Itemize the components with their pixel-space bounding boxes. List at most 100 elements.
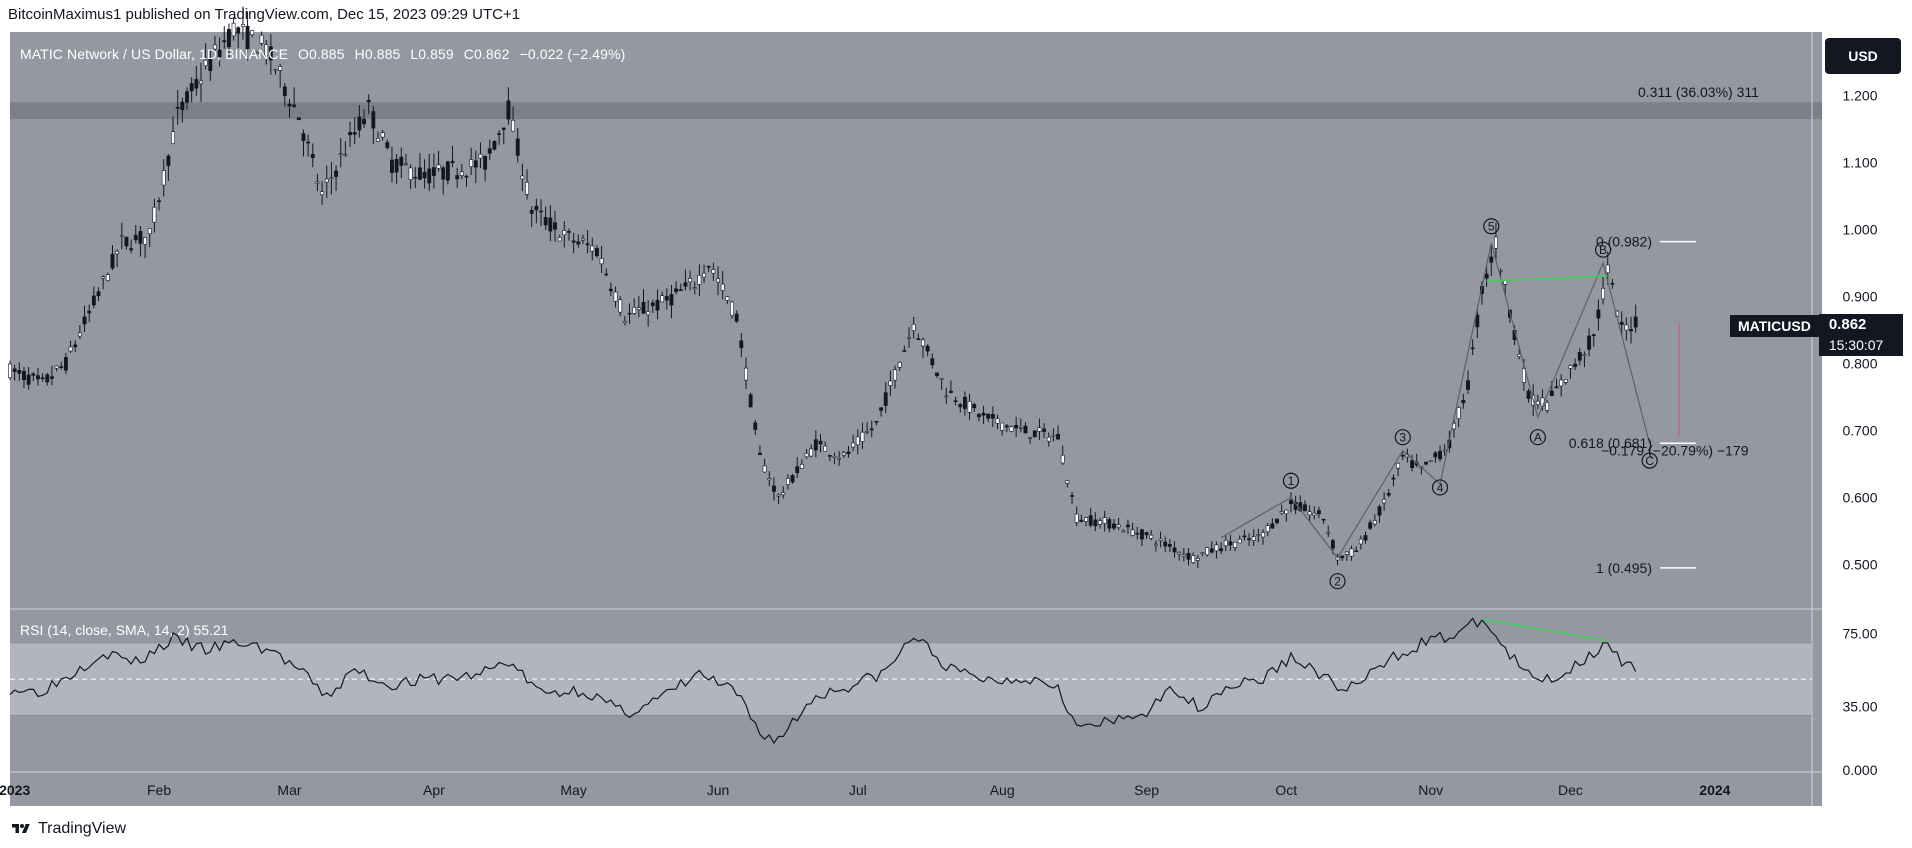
candle-body <box>143 237 148 245</box>
time-tick-label: Feb <box>147 782 171 798</box>
measure-up-label: 0.311 (36.03%) 311 <box>1638 84 1759 100</box>
candle-body <box>408 167 413 180</box>
time-tick-label: 2023 <box>0 782 30 798</box>
candle-body <box>487 148 492 154</box>
candle-body <box>31 373 36 376</box>
candle-body <box>380 132 385 138</box>
rsi-header: RSI (14, close, SMA, 14, 2) 55.21 <box>20 622 229 638</box>
candle-body <box>296 117 301 121</box>
candle-body <box>897 362 902 368</box>
candle-body <box>1433 452 1438 458</box>
candle-body <box>115 251 120 255</box>
candle-body <box>921 339 925 347</box>
candle-body <box>352 132 357 135</box>
time-tick-label: Dec <box>1558 782 1583 798</box>
candle-body <box>1568 365 1573 369</box>
candle-body <box>618 299 623 313</box>
candle-body <box>1563 379 1568 383</box>
currency-button[interactable]: USD <box>1825 38 1901 74</box>
candle-body <box>1279 511 1284 514</box>
price-tick-label: 0.900 <box>1842 289 1877 305</box>
candle-body <box>935 372 939 376</box>
candle-body <box>1349 548 1354 557</box>
candle-body <box>82 316 87 325</box>
candle-body <box>338 153 343 155</box>
candle-body <box>767 478 772 481</box>
candle-body <box>1368 522 1373 529</box>
candle-body <box>1559 379 1564 387</box>
price-tick-label: 1.000 <box>1842 222 1877 238</box>
candle-body <box>646 311 651 316</box>
open-label: O <box>298 46 310 62</box>
candle-body <box>390 159 394 173</box>
candle-body <box>962 396 967 409</box>
candle-body <box>394 159 399 173</box>
candle-body <box>36 375 40 380</box>
candle-body <box>604 273 609 276</box>
candle-body <box>1400 454 1405 457</box>
candle-body <box>907 336 911 339</box>
candle-body <box>902 350 907 352</box>
candle-body <box>1363 535 1368 541</box>
candle-body <box>22 371 26 381</box>
candle-body <box>315 181 320 184</box>
candle-body <box>1042 428 1047 432</box>
candle-body <box>790 475 795 483</box>
rsi-value: 55.21 <box>193 622 229 638</box>
candle-body <box>1163 541 1168 547</box>
candle-body <box>809 448 814 457</box>
candle-body <box>138 231 143 244</box>
candle-body <box>268 46 273 61</box>
candle-body <box>1247 538 1251 540</box>
candle-body <box>855 436 860 446</box>
candle-body <box>1587 335 1592 350</box>
candle-body <box>320 191 325 196</box>
candle-body <box>627 312 632 315</box>
candle-body <box>124 236 129 247</box>
footer[interactable]: TradingView <box>10 820 126 838</box>
candle-body <box>567 231 571 233</box>
candle-body <box>1153 543 1158 546</box>
candle-body <box>1167 544 1172 547</box>
candle-body <box>972 404 977 409</box>
fib-level-label: 0 (0.982) <box>1596 234 1652 250</box>
candle-body <box>129 248 134 251</box>
candle-body <box>1028 437 1033 439</box>
candle-body <box>1410 460 1415 469</box>
close-value: 0.862 <box>474 46 510 62</box>
rsi-tick-label: 0.000 <box>1842 762 1877 778</box>
time-tick-label: Nov <box>1418 782 1443 798</box>
candle-body <box>1535 400 1540 405</box>
candle-body <box>837 457 842 460</box>
price-chart[interactable]: 1 2 3 4 5 A B C 0 (0.982) 0.618 (0.681) 1 (0.495) 0… <box>0 0 1912 806</box>
candle-body <box>958 404 963 408</box>
candle-body <box>1629 329 1633 332</box>
candle-body <box>1610 282 1615 285</box>
candle-body <box>450 160 455 164</box>
rsi-label: RSI (14, close, SMA, 14, 2) <box>20 622 190 638</box>
candle-body <box>422 171 427 179</box>
time-tick-label: 2024 <box>1699 782 1730 798</box>
candle-body <box>17 370 22 374</box>
candle-body <box>706 266 711 268</box>
candle-body <box>986 413 991 419</box>
candle-body <box>171 131 175 145</box>
candle-body <box>208 58 213 71</box>
wave-label-a: A <box>1534 431 1542 445</box>
candle-body <box>77 332 82 337</box>
candle-body <box>1438 450 1442 460</box>
last-price-symbol: MATICUSD <box>1730 315 1819 337</box>
open-value: 0.885 <box>309 46 345 62</box>
wave-label-b: B <box>1599 243 1607 257</box>
price-axis-panel[interactable] <box>1822 32 1912 806</box>
candle-body <box>287 103 292 107</box>
candle-body <box>417 167 422 180</box>
low-label: L <box>410 46 419 62</box>
candle-body <box>543 217 548 226</box>
candle-body <box>8 363 12 378</box>
candle-body <box>1144 532 1149 536</box>
candle-body <box>744 367 748 381</box>
candle-body <box>590 245 595 252</box>
candle-body <box>362 119 366 125</box>
wave-label-1: 1 <box>1288 474 1295 488</box>
